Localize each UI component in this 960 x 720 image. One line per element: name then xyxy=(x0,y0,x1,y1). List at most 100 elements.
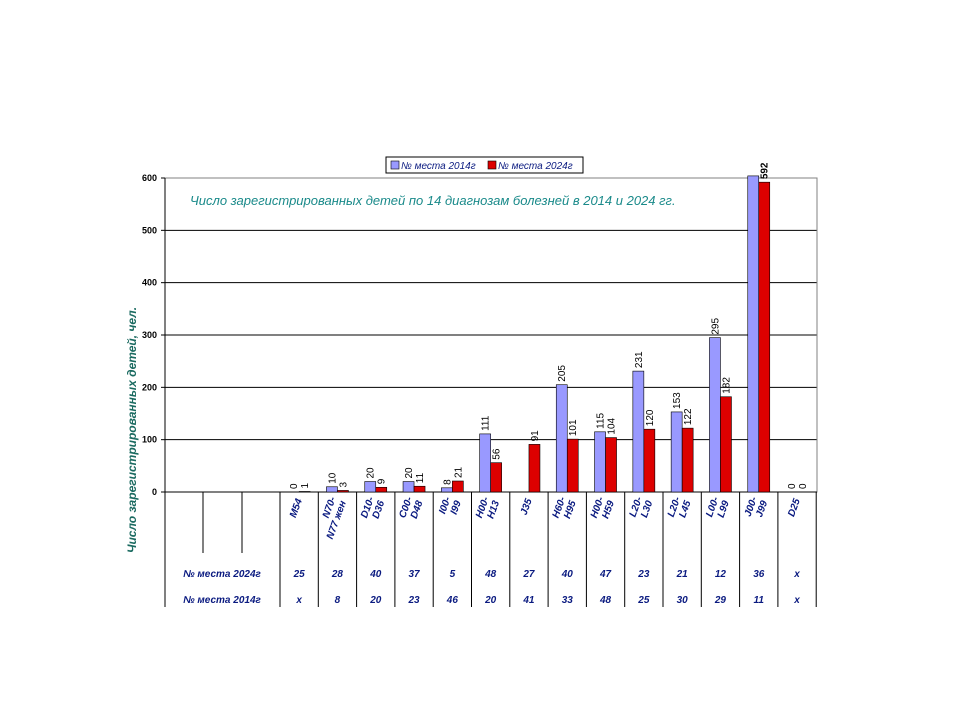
category-label-group: L20-L45 xyxy=(666,495,694,519)
legend-label-2024: № места 2024г xyxy=(498,161,573,172)
bar-2014 xyxy=(747,175,760,493)
category-label-group: N70-N77 жен xyxy=(321,495,349,541)
y-tick-label: 100 xyxy=(142,435,157,445)
data-label-2024: 120 xyxy=(645,409,656,426)
table-cell: 8 xyxy=(335,595,341,606)
bar-2014 xyxy=(594,431,606,493)
bar-2014 xyxy=(709,337,721,493)
y-tick-label: 200 xyxy=(142,382,157,392)
y-tick-label: 500 xyxy=(142,225,157,235)
table-cell: 28 xyxy=(331,569,344,580)
table-cell: 21 xyxy=(676,569,689,580)
data-label-2024: 182 xyxy=(721,377,732,394)
table-cell: 23 xyxy=(637,569,650,580)
table-cell: 48 xyxy=(484,569,497,580)
data-label-2014: 111 xyxy=(481,415,492,431)
bar-2024 xyxy=(375,486,388,493)
table-row-label: № места 2024г xyxy=(183,569,261,580)
data-label-2024: 9 xyxy=(377,478,388,484)
table-cell: 40 xyxy=(369,569,382,580)
data-label-2024: 56 xyxy=(492,448,503,460)
y-axis-label: Число зарегистрированных детей, чел. xyxy=(125,307,139,553)
category-label-group: C00-D48 xyxy=(397,495,425,524)
data-label-2014: 10 xyxy=(327,472,338,484)
category-label: H00-H13 xyxy=(474,495,502,524)
data-label-2024: 1 xyxy=(300,482,311,488)
data-label-2014: 295 xyxy=(710,317,721,334)
category-label-group: H60-H95 xyxy=(551,495,579,524)
data-label-2024: 3 xyxy=(338,481,349,487)
gridlines xyxy=(165,229,817,441)
data-label-2014: 115 xyxy=(596,412,607,428)
table-cell: x xyxy=(793,569,800,580)
bars xyxy=(298,175,771,493)
bar-2014 xyxy=(632,370,645,493)
bar-2024 xyxy=(452,480,464,493)
bar-2024 xyxy=(605,437,617,493)
table-cell: 37 xyxy=(408,569,420,580)
data-label-2014: 0 xyxy=(289,483,300,489)
bar-2014 xyxy=(479,433,491,493)
legend-box xyxy=(385,156,584,174)
bar-2014 xyxy=(364,481,377,493)
category-label: L20-L30 xyxy=(628,495,656,522)
data-label-2014: 20 xyxy=(404,467,415,479)
legend-label-2014: № места 2014г xyxy=(401,161,476,172)
y-tick-label: 300 xyxy=(142,330,157,340)
category-label: J00-J99 xyxy=(743,495,771,522)
bar-2014 xyxy=(441,487,453,493)
data-label-2024: 592 xyxy=(760,162,771,179)
bar-2024 xyxy=(681,427,694,493)
category-label-group: L00-L99 xyxy=(704,495,732,522)
table-cell: 20 xyxy=(484,595,497,606)
table-cell: 27 xyxy=(522,569,535,580)
bar-2024 xyxy=(490,462,502,493)
table-cell: 46 xyxy=(446,595,459,606)
bar-2024 xyxy=(566,438,579,493)
table-row-label: № места 2014г xyxy=(183,595,261,606)
data-label-2024: 104 xyxy=(607,417,618,434)
chart-title: Число зарегистрированных детей по 14 диа… xyxy=(190,193,676,208)
category-label: H00-H59 xyxy=(589,495,617,524)
category-label: J35 xyxy=(519,497,535,517)
data-label-2024: 91 xyxy=(530,430,541,442)
category-label-group: J00-J99 xyxy=(743,495,771,522)
table-cell: 33 xyxy=(562,595,574,606)
table-cell: 47 xyxy=(599,569,612,580)
data-label-2024: 0 xyxy=(798,483,809,489)
category-table: M54 N70-N77 жен D10-D36 C00-D48 I00-I99 H00-H… xyxy=(164,492,817,607)
data-label-2024: 101 xyxy=(568,419,579,436)
data-label-2014: 231 xyxy=(634,351,645,368)
data-label-2024: 122 xyxy=(683,408,694,425)
bar-2024 xyxy=(528,444,541,493)
table-cell: 36 xyxy=(753,569,765,580)
bar-2024 xyxy=(720,396,732,493)
category-label: C00-D48 xyxy=(397,495,425,524)
table-cell: 5 xyxy=(450,569,456,580)
y-tick-labels: 0 100 200 300 400 500 600 xyxy=(142,173,157,497)
table-cell: 20 xyxy=(369,595,382,606)
data-label-2024: 11 xyxy=(415,472,426,483)
category-label-group: D10-D36 xyxy=(359,495,387,520)
bar-2014 xyxy=(402,481,415,493)
category-label-group: I00-I99 xyxy=(437,495,464,516)
y-tick-label: 600 xyxy=(142,173,157,183)
category-label: H60-H95 xyxy=(551,495,579,524)
category-label-group: H00-H13 xyxy=(474,495,502,524)
data-label-2014: 0 xyxy=(787,483,798,489)
table-cell: 11 xyxy=(754,595,765,606)
bar-2024 xyxy=(337,490,349,493)
y-tick-label: 400 xyxy=(142,278,157,288)
table-cell: 23 xyxy=(407,595,420,606)
table-cell: 12 xyxy=(715,569,727,580)
data-label-2014: 153 xyxy=(672,392,683,409)
bar-2024 xyxy=(643,428,656,493)
category-label-group: H00-H59 xyxy=(589,495,617,524)
data-label-2014: 8 xyxy=(442,479,453,485)
legend-swatch-2014 xyxy=(390,160,400,170)
category-label: L00-L99 xyxy=(704,495,732,522)
table-cell: 25 xyxy=(293,569,306,580)
table-cell: 48 xyxy=(599,595,612,606)
